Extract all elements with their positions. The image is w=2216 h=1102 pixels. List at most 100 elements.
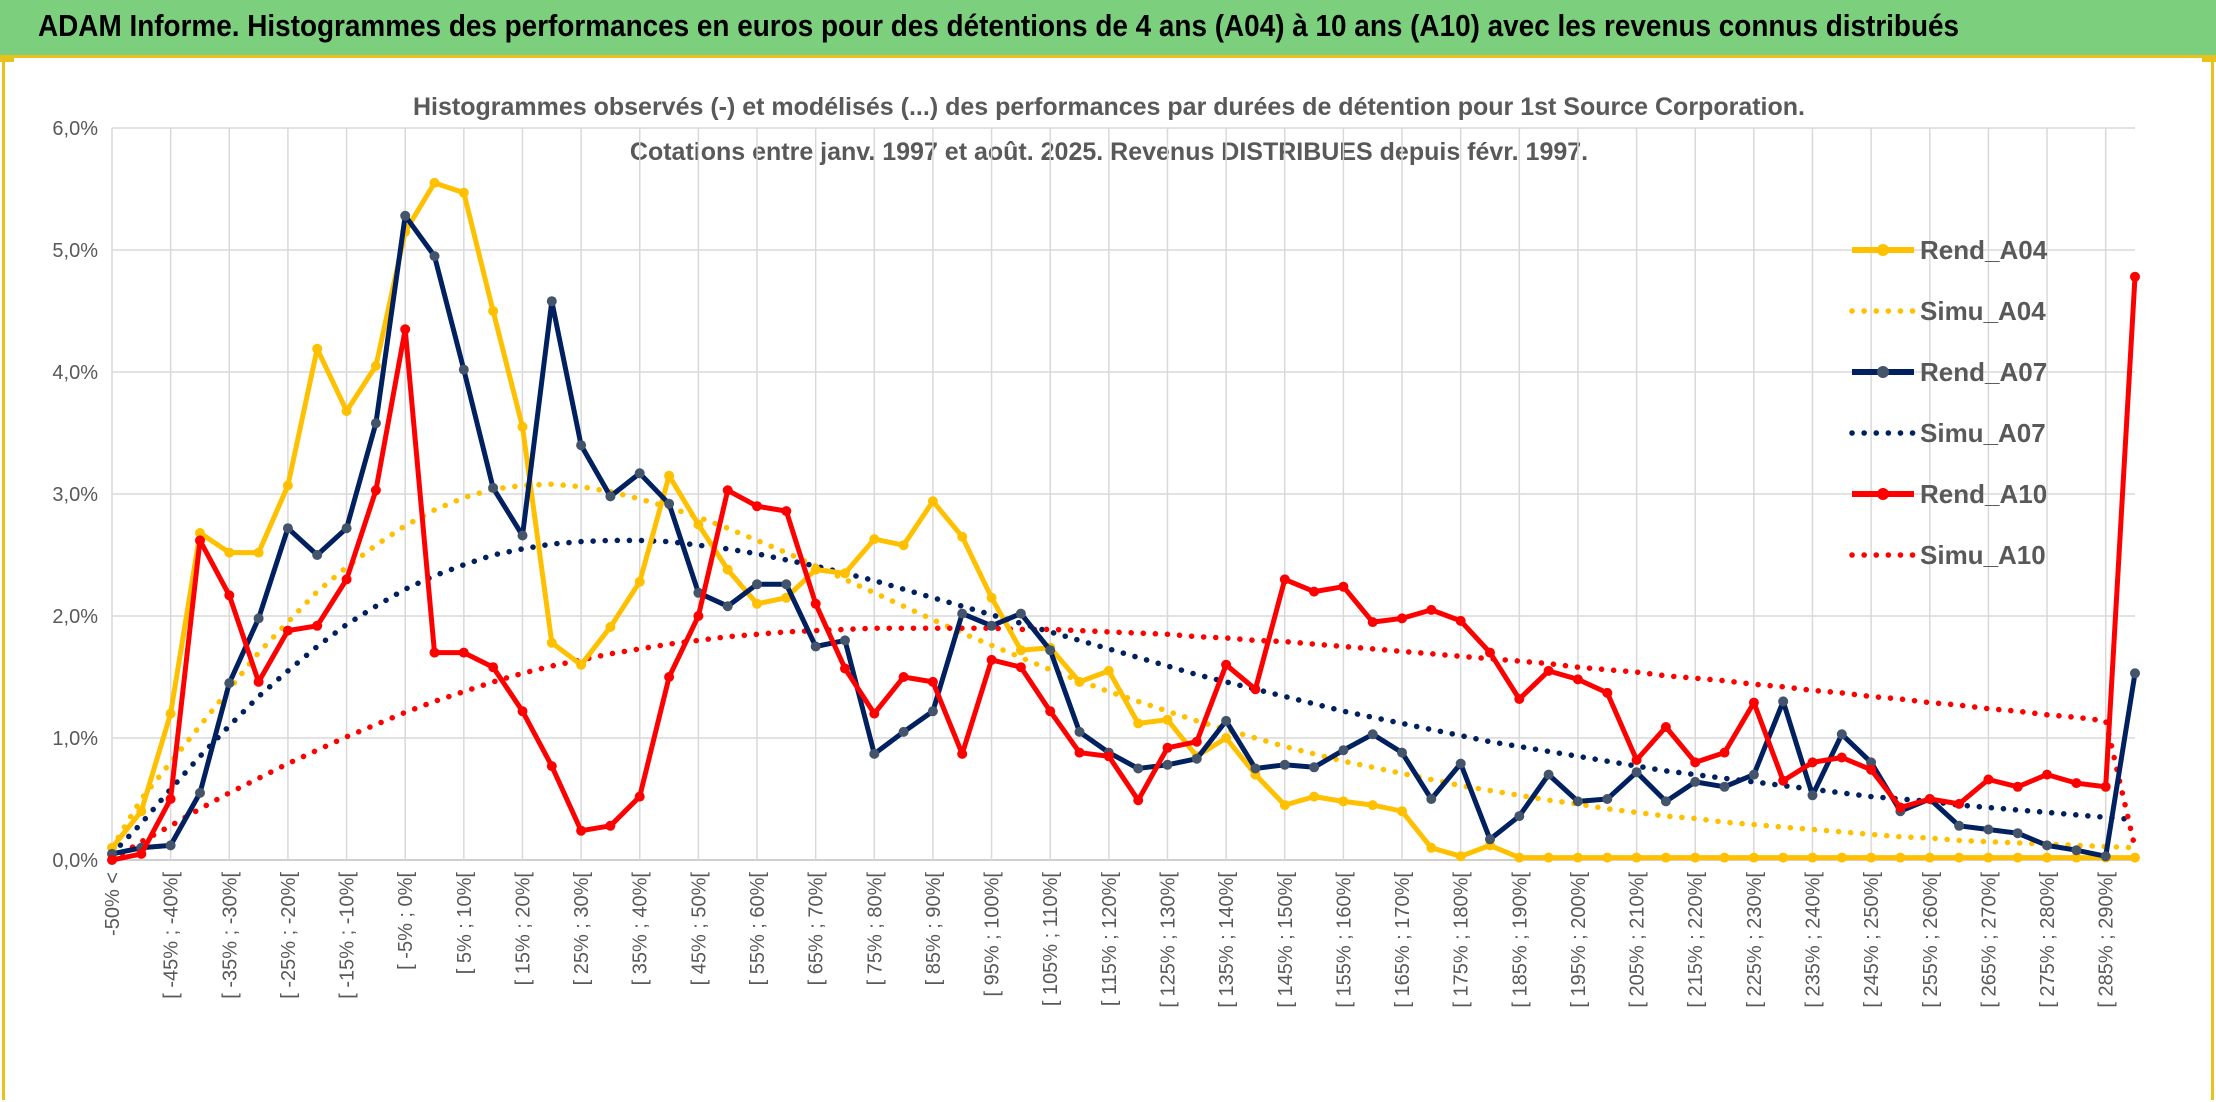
series-line bbox=[111, 276, 2138, 863]
x-tick-label: [ 285% ; 290%[ bbox=[2096, 872, 2118, 1008]
data-point bbox=[810, 564, 821, 575]
data-point bbox=[195, 528, 205, 538]
data-point bbox=[2012, 852, 2023, 863]
legend-label: Simu_A10 bbox=[1920, 540, 2046, 570]
data-point bbox=[840, 568, 850, 579]
data-point bbox=[1191, 736, 1202, 747]
data-point bbox=[1719, 747, 1730, 758]
data-point bbox=[253, 676, 264, 687]
data-point bbox=[664, 470, 675, 481]
data-point bbox=[1866, 764, 1877, 775]
data-point bbox=[722, 601, 733, 612]
data-point bbox=[869, 708, 880, 719]
x-tick-label: [ -5% ; 0%[ bbox=[395, 872, 417, 970]
data-point bbox=[1807, 790, 1818, 801]
data-point bbox=[1748, 852, 1759, 863]
x-tick-label: [ 245% ; 250%[ bbox=[1861, 872, 1883, 1008]
data-point bbox=[1748, 769, 1759, 780]
data-point bbox=[1367, 617, 1378, 628]
data-point bbox=[810, 641, 821, 652]
data-point bbox=[1748, 697, 1759, 708]
data-point bbox=[693, 519, 704, 530]
x-tick-label: [ 215% ; 220%[ bbox=[1685, 872, 1707, 1008]
x-tick-label: [ 25% ; 30%[ bbox=[571, 872, 593, 986]
data-point bbox=[1836, 752, 1847, 763]
data-point bbox=[634, 576, 645, 587]
data-point bbox=[1660, 722, 1671, 732]
data-point bbox=[576, 440, 587, 451]
data-point bbox=[957, 531, 968, 542]
data-point bbox=[282, 625, 293, 636]
x-tick-label: [ 175% ; 180%[ bbox=[1451, 872, 1473, 1008]
data-point bbox=[957, 608, 968, 619]
data-point bbox=[1543, 769, 1554, 780]
data-point bbox=[1807, 852, 1818, 863]
data-point bbox=[458, 187, 469, 198]
legend-marker bbox=[1877, 366, 1889, 378]
data-point bbox=[722, 564, 733, 575]
grid-lines bbox=[111, 127, 2135, 861]
data-point bbox=[1690, 852, 1701, 863]
legend-label: Rend_A10 bbox=[1920, 479, 2047, 509]
x-tick-label: [ 165% ; 170%[ bbox=[1392, 872, 1414, 1008]
data-point bbox=[2130, 271, 2140, 282]
data-point bbox=[2130, 668, 2140, 679]
legend-label: Rend_A07 bbox=[1920, 357, 2047, 387]
data-point bbox=[1983, 824, 1994, 835]
data-point bbox=[1279, 800, 1290, 811]
data-point bbox=[429, 177, 440, 188]
data-point bbox=[810, 598, 821, 609]
data-point bbox=[986, 592, 997, 603]
data-point bbox=[1309, 762, 1320, 773]
data-point bbox=[1455, 615, 1466, 626]
data-point bbox=[1807, 757, 1818, 768]
data-point bbox=[1543, 852, 1554, 863]
x-tick-label: [ 95% ; 100%[ bbox=[982, 872, 1004, 997]
data-point bbox=[1514, 694, 1525, 704]
data-point bbox=[1572, 852, 1583, 863]
data-point bbox=[165, 794, 176, 804]
legend-marker bbox=[1877, 244, 1889, 256]
x-tick-label: [ 85% ; 90%[ bbox=[923, 872, 945, 986]
data-point bbox=[1426, 842, 1437, 853]
data-point bbox=[634, 468, 645, 479]
data-point bbox=[136, 848, 147, 859]
data-point bbox=[1426, 794, 1437, 804]
x-tick-label: [ 185% ; 190%[ bbox=[1509, 872, 1531, 1008]
data-point bbox=[1015, 662, 1026, 673]
x-tick-label: -50% < bbox=[102, 872, 124, 936]
data-point bbox=[664, 672, 675, 682]
y-tick-label: 1,0% bbox=[52, 728, 98, 750]
data-point bbox=[1309, 791, 1320, 802]
data-point bbox=[2042, 852, 2052, 863]
data-point bbox=[1279, 574, 1290, 585]
data-point bbox=[1778, 852, 1789, 863]
series-line bbox=[109, 537, 2138, 857]
data-point bbox=[781, 579, 792, 590]
data-point bbox=[1045, 645, 1056, 656]
data-point bbox=[869, 748, 880, 759]
data-point bbox=[1866, 852, 1877, 863]
series-line bbox=[109, 625, 2138, 863]
data-point bbox=[253, 547, 264, 558]
data-point bbox=[1631, 755, 1642, 765]
data-point bbox=[1660, 796, 1671, 807]
data-point bbox=[1602, 852, 1613, 863]
series-line bbox=[110, 180, 2135, 861]
legend-item-rend-a04: Rend_A04 bbox=[1852, 235, 2048, 265]
data-point bbox=[693, 611, 704, 621]
data-point bbox=[488, 662, 499, 673]
data-point bbox=[1367, 729, 1378, 740]
data-point bbox=[1338, 581, 1349, 592]
data-point bbox=[1191, 753, 1202, 764]
y-tick-label: 3,0% bbox=[52, 484, 98, 506]
data-point bbox=[1015, 608, 1026, 619]
y-tick-label: 4,0% bbox=[52, 362, 98, 384]
data-point bbox=[1426, 604, 1437, 615]
report-banner: ADAM Informe. Histogrammes des performan… bbox=[0, 0, 2216, 58]
data-point bbox=[1572, 796, 1583, 807]
data-point bbox=[722, 485, 733, 496]
chart-frame bbox=[2, 60, 2214, 1100]
data-point bbox=[400, 210, 411, 221]
